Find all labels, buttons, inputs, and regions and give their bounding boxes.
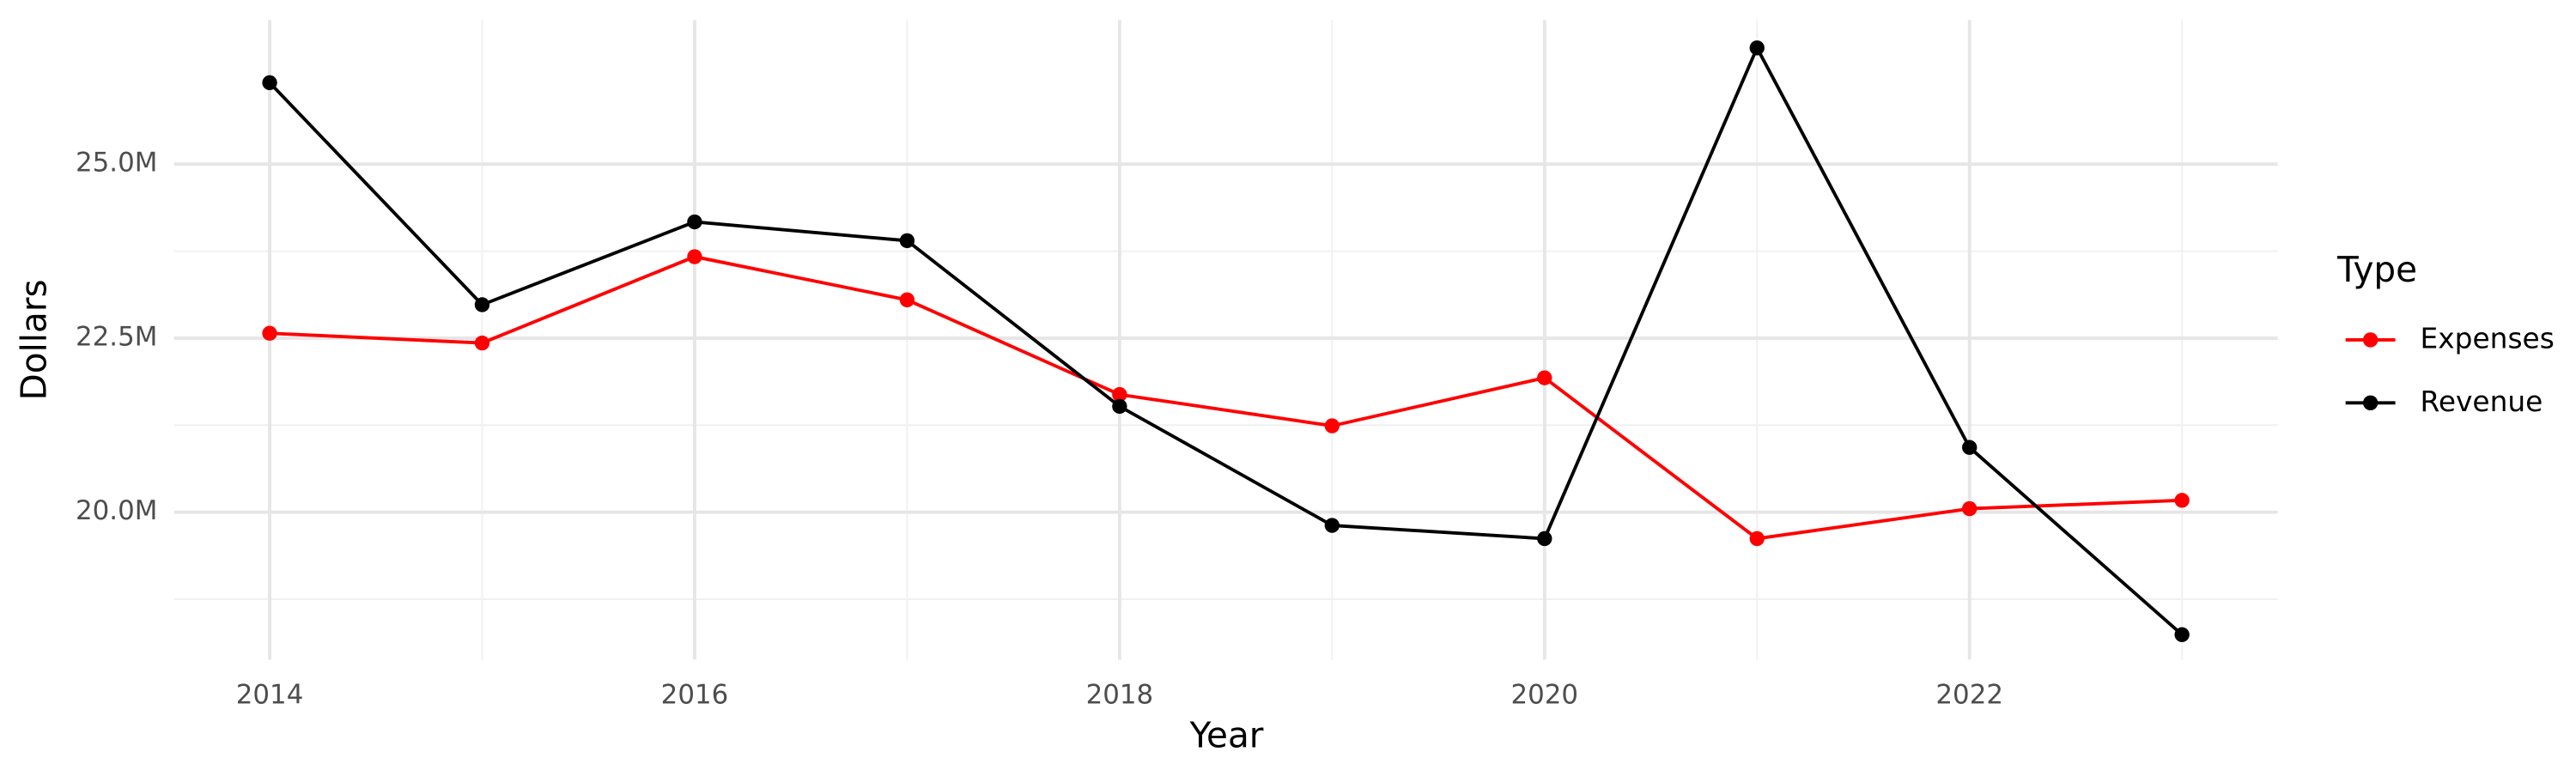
x-axis-title: Year xyxy=(1189,714,1264,755)
y-tick-label: 22.5M xyxy=(76,321,157,352)
legend-key-point xyxy=(2362,332,2379,348)
data-point xyxy=(262,325,277,341)
data-point xyxy=(1112,386,1127,403)
y-axis-title: Dollars xyxy=(13,279,54,400)
data-point xyxy=(1324,518,1340,533)
data-point xyxy=(262,75,277,91)
legend-title: Type xyxy=(2336,249,2417,290)
data-point xyxy=(1749,530,1765,547)
data-point xyxy=(2174,627,2190,643)
x-tick-label: 2018 xyxy=(1086,680,1154,711)
y-tick-label: 25.0M xyxy=(76,148,157,179)
data-point xyxy=(1537,530,1552,547)
legend-label: Expenses xyxy=(2421,322,2555,355)
data-point xyxy=(1112,398,1127,415)
data-point xyxy=(899,233,915,249)
y-tick-label: 20.0M xyxy=(76,495,157,526)
legend-key-point xyxy=(2362,395,2379,410)
data-point xyxy=(1962,500,1978,517)
series-line xyxy=(268,44,2184,636)
legend-label: Revenue xyxy=(2421,385,2543,418)
data-point xyxy=(1537,370,1552,385)
data-point xyxy=(1962,440,1978,455)
data-point xyxy=(474,297,490,312)
data-point xyxy=(1749,40,1765,56)
data-point xyxy=(687,249,702,264)
x-tick-label: 2014 xyxy=(236,680,304,711)
data-point xyxy=(899,292,915,308)
x-tick-label: 2022 xyxy=(1935,680,2003,711)
data-point xyxy=(1324,418,1340,433)
data-point xyxy=(474,335,490,351)
x-tick-label: 2020 xyxy=(1511,680,1579,711)
x-tick-label: 2016 xyxy=(661,680,729,711)
series-line xyxy=(269,255,2183,541)
data-point xyxy=(2174,493,2190,508)
data-point xyxy=(687,214,702,230)
